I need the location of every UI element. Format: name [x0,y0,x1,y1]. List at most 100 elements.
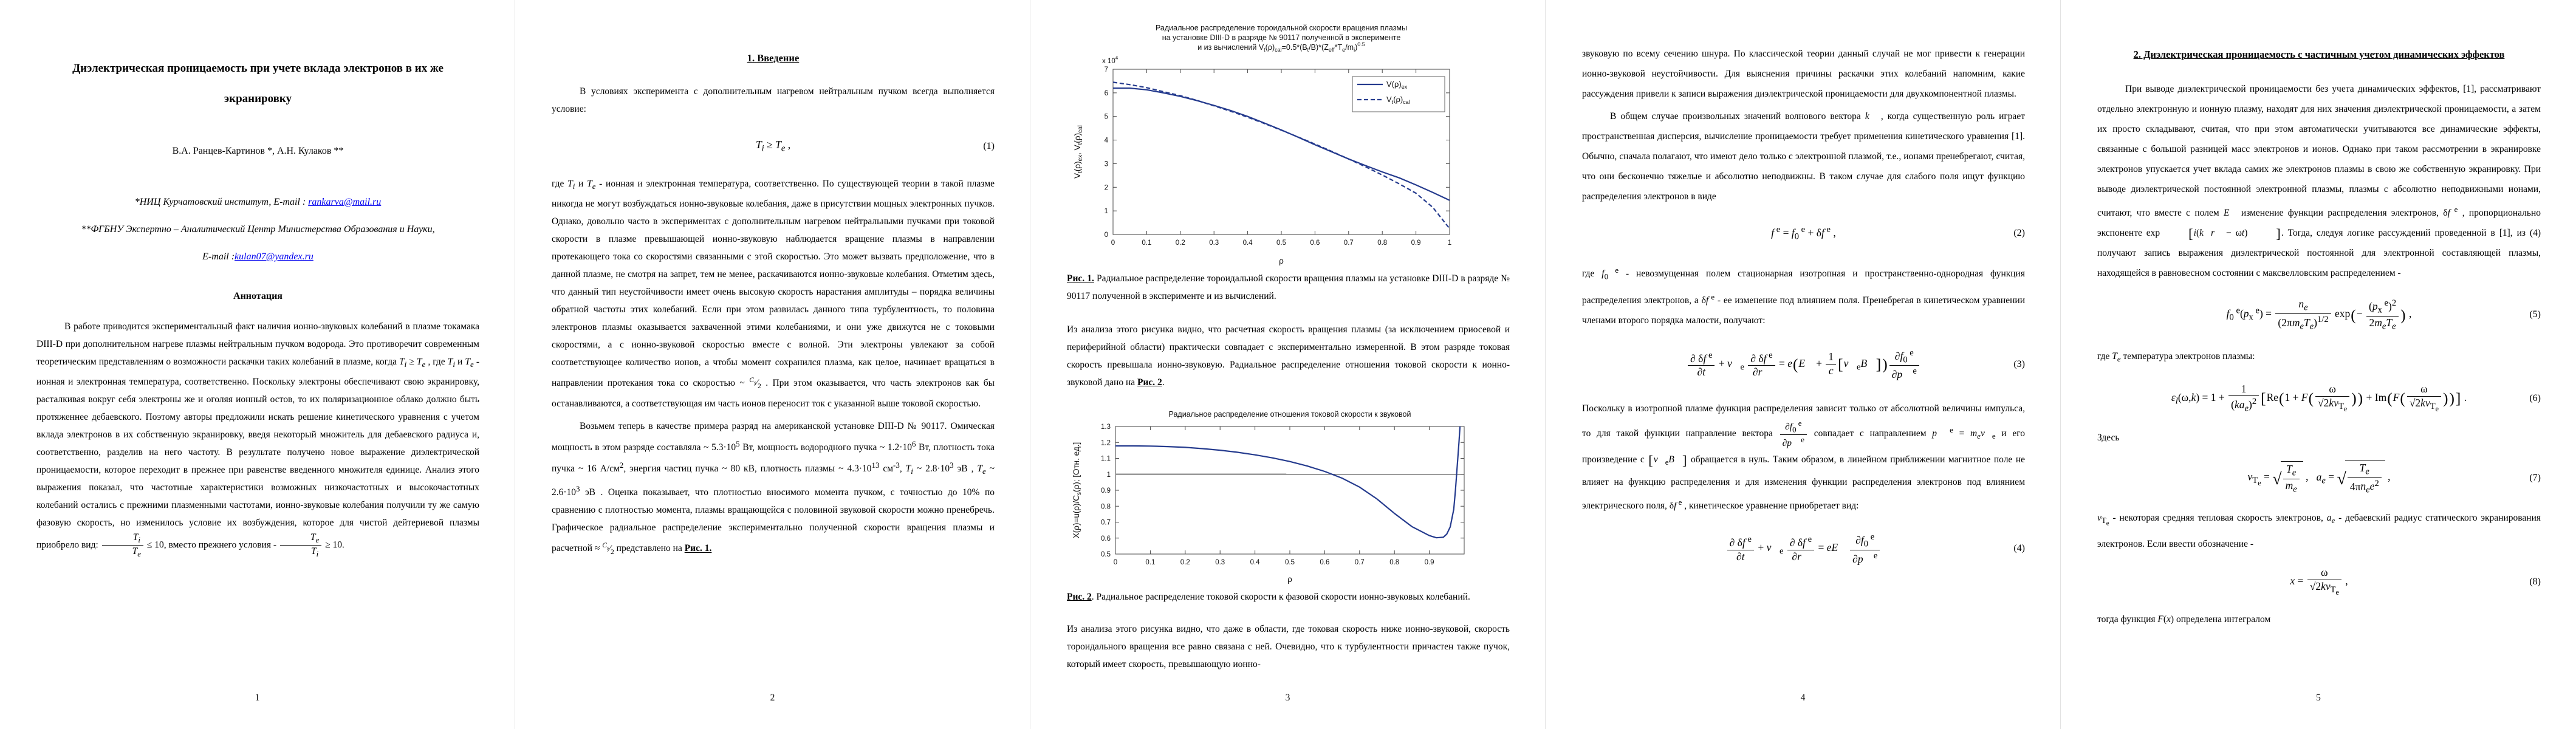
svg-text:0.7: 0.7 [1344,239,1354,247]
svg-text:V(ρ)ex: V(ρ)ex [1386,80,1408,90]
paragraph: где Te температура электронов плазмы: [2097,351,2255,364]
equation-3-number: (3) [2013,358,2025,369]
svg-text:0.9: 0.9 [1411,239,1421,247]
equation-7-body: vTe = √ Te me , ae = √ Te 4πnee2 , [2125,459,2513,496]
abstract-text: В работе приводится экспериментальный фа… [36,321,479,559]
equation-8-body: x = ω √2kvTe , [2290,566,2348,597]
page-3: 0 0.1 0.2 0.3 0.4 0.5 0.6 0.7 0.8 0.9 1 0 1 2 3 4 5 6 7 Рад… [1030,0,1546,729]
paragraph: Здесь [2097,432,2120,443]
svg-text:0.5: 0.5 [1285,559,1295,566]
paragraph: В общем случае произвольных значений вол… [1582,111,2026,202]
svg-text:0.6: 0.6 [1320,559,1329,566]
svg-text:0: 0 [1114,559,1117,566]
svg-text:0.7: 0.7 [1355,559,1365,566]
equation-6: εl(ω,k) = 1 + 1 (kae)2 [Re(1 + F(ω √2kvTe))… [2097,383,2541,414]
figure-2-caption: Рис. 2. Радиальное распределение токовой… [1067,592,1470,602]
svg-text:Радиальное распределение отнош: Радиальное распределение отношения токов… [1169,410,1411,419]
affiliations: *НИЦ Курчатовский институт, E-mail : ran… [36,188,479,270]
equation-7: vTe = √ Te me , ae = √ Te 4πnee2 , (7) [2097,459,2541,496]
authors: В.А. Ранцев-Картинов *, А.Н. Кулаков ** [172,146,344,156]
svg-text:1: 1 [1107,471,1111,479]
svg-text:Vt(ρ)cal: Vt(ρ)cal [1386,95,1410,105]
svg-text:3: 3 [1105,160,1108,168]
paragraph: где Ti и Te - ионная и электронная темпе… [552,178,995,409]
equation-1-body: Ti ≥ Te , [755,139,791,154]
svg-text:Vt(ρ)ex, Vt(ρ)cal: Vt(ρ)ex, Vt(ρ)cal [1073,125,1084,179]
svg-text:0.9: 0.9 [1101,487,1111,495]
svg-text:1.3: 1.3 [1101,423,1111,431]
figure-2-chart: 0 0.1 0.2 0.3 0.4 0.5 0.6 0.7 0.8 0.9 0.5 0.6 0.7 0.8… [1067,407,1487,588]
svg-text:1: 1 [1105,208,1108,215]
equation-6-number: (6) [2529,392,2541,403]
svg-text:0.2: 0.2 [1176,239,1185,247]
svg-text:0.8: 0.8 [1101,503,1111,510]
svg-text:0.1: 0.1 [1142,239,1151,247]
paragraph: При выводе диэлектрической проницаемости… [2097,84,2541,279]
equation-1: Ti ≥ Te , (1) [552,139,995,154]
svg-text:X(ρ)=u(ρ)/Cs(ρ); [Отн. ед.]: X(ρ)=u(ρ)/Cs(ρ); [Отн. ед.] [1072,442,1083,538]
equation-2-body: f e = f0 e + δf e , [1771,225,1836,242]
svg-text:0.7: 0.7 [1101,519,1111,527]
svg-text:0.3: 0.3 [1209,239,1219,247]
svg-text:5: 5 [1105,114,1108,121]
email-link-2[interactable]: kulan07@yandex.ru [235,252,313,262]
equation-7-number: (7) [2529,472,2541,483]
affiliation-1: *НИЦ Курчатовский институт, E-mail : ran… [36,188,479,216]
affiliation-1-text: *НИЦ Курчатовский институт, E-mail : [134,197,309,207]
page-2: 1. Введение В условиях эксперимента с до… [515,0,1030,729]
section-heading-2: 2. Диэлектрическая проницаемость с части… [2133,49,2505,60]
equation-4: ∂ δf e ∂t + v⃗e ∂ δf e ∂r⃗ = eE⃗ ∂f0 e ∂p⃗ … [1582,532,2025,566]
svg-text:0.3: 0.3 [1215,559,1225,566]
paragraph: Из анализа этого рисунка видно, что расч… [1067,324,1510,388]
svg-text:4: 4 [1105,137,1109,145]
svg-text:0.6: 0.6 [1310,239,1320,247]
figure-1-caption: Рис. 1. Радиальное распределение тороида… [1067,273,1510,301]
page-number-5: 5 [2316,693,2321,703]
equation-2: f e = f0 e + δf e , (2) [1582,225,2025,242]
abstract-heading: Аннотация [233,291,283,301]
paragraph: Из анализа этого рисунка видно, что даже… [1067,624,1510,669]
equation-8-number: (8) [2529,576,2541,587]
paragraph: Возьмем теперь в качестве примера разряд… [552,420,995,556]
svg-text:0.8: 0.8 [1377,239,1387,247]
svg-text:1: 1 [1448,239,1451,247]
svg-text:7: 7 [1105,66,1108,74]
affiliation-2: **ФГБНУ Экспертно – Аналитический Центр … [81,224,435,234]
svg-text:0.2: 0.2 [1180,559,1190,566]
svg-text:ρ: ρ [1287,575,1292,584]
svg-text:1.1: 1.1 [1101,456,1111,463]
paragraph: где f0 e - невозмущенная полем стационар… [1582,265,2025,326]
affiliation-3: E-mail :kulan07@yandex.ru [36,243,479,270]
email-link-1[interactable]: rankarva@mail.ru [308,197,382,207]
paragraph: В условиях эксперимента с дополнительным… [552,86,995,114]
equation-6-body: εl(ω,k) = 1 + 1 (kae)2 [Re(1 + F(ω √2kvTe))… [2171,382,2467,414]
svg-text:0.8: 0.8 [1389,559,1399,566]
page-number-1: 1 [255,693,260,703]
svg-text:и из вычислений Vt(ρ)cal=0.5*(: и из вычислений Vt(ρ)cal=0.5*(Bt/B)*(Zef… [1197,41,1365,53]
equation-5-number: (5) [2529,309,2541,320]
paragraph: звуковую по всему сечению шнура. По клас… [1582,49,2025,99]
svg-text:6: 6 [1105,90,1108,97]
figure-1-chart: 0 0.1 0.2 0.3 0.4 0.5 0.6 0.7 0.8 0.9 1 0 1 2 3 4 5 6 7 Рад… [1068,21,1466,270]
paragraph: тогда функция F(x) определена интегралом [2097,614,2271,625]
svg-text:1.2: 1.2 [1101,439,1111,447]
equation-5: f0 e(px e) = ne (2πmeTe)1/2 exp(− (px e)2… [2097,298,2541,332]
equation-3-body: ∂ δf e ∂t + v⃗e ∂ δf e ∂r⃗ = e(E⃗ + 1 c [v⃗e… [1610,347,1997,382]
page-number-3: 3 [1285,693,1290,703]
svg-text:0.5: 0.5 [1276,239,1286,247]
equation-3: ∂ δf e ∂t + v⃗e ∂ δf e ∂r⃗ = e(E⃗ + 1 c [v⃗e… [1582,347,2025,382]
svg-text:0.4: 0.4 [1250,559,1261,566]
equation-1-number: (1) [983,140,995,151]
paragraph: vTe - некоторая средняя тепловая скорост… [2097,513,2541,549]
page-number-4: 4 [1800,693,1806,703]
svg-text:0.9: 0.9 [1425,559,1434,566]
section-heading-introduction: 1. Введение [747,52,800,64]
svg-text:2: 2 [1105,184,1108,191]
paragraph: Поскольку в изотропной плазме функция ра… [1582,403,2025,512]
affiliation-3-text: E-mail : [202,252,235,262]
svg-text:на установке DIII-D в разряде: на установке DIII-D в разряде № 90117 по… [1162,33,1401,42]
svg-text:0: 0 [1105,231,1108,239]
svg-text:0.4: 0.4 [1243,239,1253,247]
svg-text:0.6: 0.6 [1101,535,1111,542]
